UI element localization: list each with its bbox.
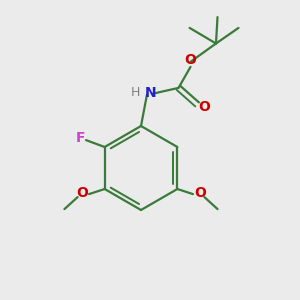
Text: H: H — [131, 85, 140, 99]
Text: O: O — [198, 100, 210, 114]
Text: O: O — [194, 186, 206, 200]
Text: F: F — [75, 131, 85, 145]
Text: O: O — [76, 186, 88, 200]
Text: N: N — [145, 86, 156, 100]
Text: O: O — [184, 53, 196, 67]
